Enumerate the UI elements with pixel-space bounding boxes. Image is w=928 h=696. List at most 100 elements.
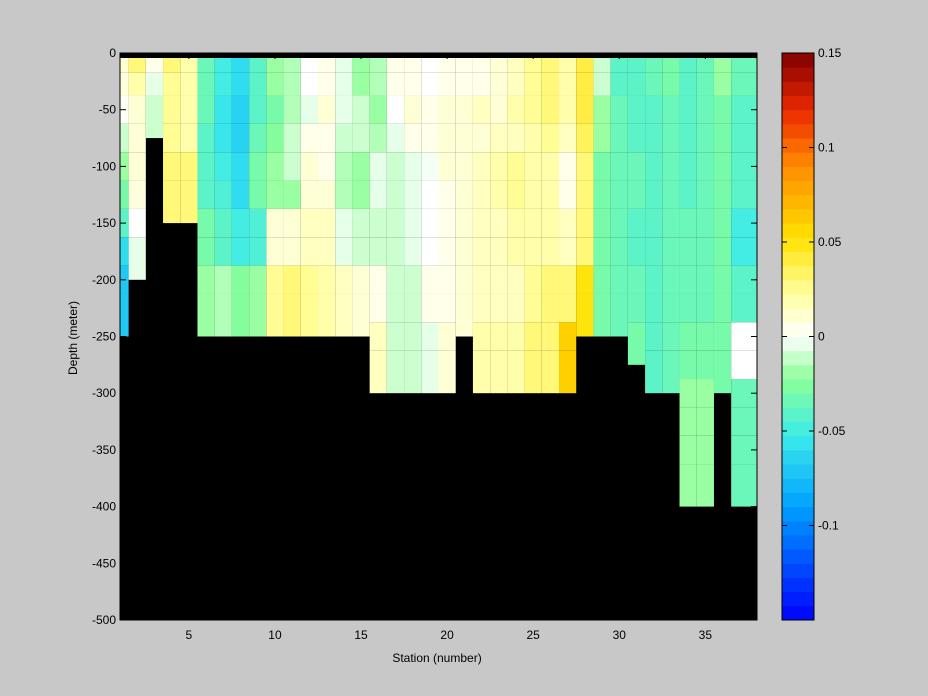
colorbar-swatch [782,251,814,266]
heatmap-cell [266,181,283,209]
colorbar-swatch [782,606,814,621]
heatmap-cell [129,73,146,96]
heatmap-cell [370,152,387,180]
heatmap-cell [404,124,421,152]
heatmap-cell [370,351,387,394]
heatmap-cell [542,351,559,394]
heatmap-cell [662,237,679,265]
heatmap-cell [680,96,697,124]
heatmap-cell [680,294,697,322]
heatmap-cell [611,237,628,265]
heatmap-cell [370,73,387,96]
heatmap-cell [197,266,214,294]
heatmap-cell [611,181,628,209]
heatmap-cell [559,322,576,350]
heatmap-cell [628,266,645,294]
heatmap-cell [559,237,576,265]
heatmap-cell [697,96,714,124]
heatmap-cell [662,351,679,394]
colorbar-swatch [782,209,814,224]
colorbar-swatch [782,308,814,323]
heatmap-cell [697,322,714,350]
heatmap-cell [680,124,697,152]
colorbar-swatch [782,450,814,465]
heatmap-cell [628,294,645,322]
heatmap-cell [129,209,146,237]
heatmap-cell [120,237,129,265]
y-tick-label: -200 [92,273,116,287]
heatmap-cell [284,124,301,152]
heatmap-cell [714,294,731,322]
heatmap-cell [542,266,559,294]
heatmap-cell [507,209,524,237]
heatmap-cell [387,181,404,209]
heatmap-cell [421,152,438,180]
heatmap-cell [714,351,731,394]
heatmap-cell [490,322,507,350]
heatmap-cell [576,73,593,96]
colorbar-swatch [782,138,814,153]
heatmap-cell [215,266,232,294]
heatmap-cell [593,96,610,124]
heatmap-cell [335,181,352,209]
heatmap-cell [542,152,559,180]
heatmap-cell [352,96,369,124]
heatmap-cell [439,351,456,394]
heatmap-cell [232,294,249,337]
heatmap-cell [559,96,576,124]
x-tick-label: 35 [699,628,713,642]
heatmap-cell [301,181,318,209]
heatmap-cell [473,209,490,237]
y-tick-label: -450 [92,556,116,570]
heatmap-cell [197,152,214,180]
heatmap-cell [318,266,335,294]
colorbar-swatch [782,166,814,181]
heatmap-cell [714,96,731,124]
heatmap-cell [662,73,679,96]
heatmap-cell [129,152,146,180]
heatmap-cell [180,96,197,124]
heatmap-cell [576,237,593,265]
heatmap-cell [318,237,335,265]
heatmap-cell [611,294,628,337]
heatmap-cell [370,181,387,209]
heatmap-cell [404,294,421,322]
heatmap-cell [628,96,645,124]
colorbar-swatch [782,294,814,309]
heatmap-cell [490,96,507,124]
heatmap-cell [576,124,593,152]
x-tick-label: 15 [354,628,368,642]
heatmap-cell [421,294,438,322]
heatmap-cell [507,96,524,124]
colorbar-swatch [782,237,814,252]
heatmap-cell [645,124,662,152]
heatmap-cell [249,294,266,337]
heatmap-cell [593,266,610,294]
heatmap-cell [611,152,628,180]
heatmap-cell [490,209,507,237]
heatmap-cell [335,124,352,152]
heatmap-cell [697,152,714,180]
colorbar-swatch [782,280,814,295]
heatmap-cell [318,209,335,237]
heatmap-cell [284,294,301,337]
heatmap-cell [680,209,697,237]
heatmap-cell [129,96,146,124]
heatmap-cell [731,181,757,209]
colorbar-swatch [782,195,814,210]
heatmap-cell [662,266,679,294]
heatmap-cell [628,322,645,365]
heatmap-cell [387,294,404,322]
heatmap-cell [404,181,421,209]
y-tick-label: -500 [92,613,116,627]
heatmap-cell [266,124,283,152]
heatmap-cell [249,209,266,237]
heatmap-cell [611,124,628,152]
colorbar-tick-label: 0 [818,330,825,344]
heatmap-cell [456,96,473,124]
heatmap-cell [197,294,214,337]
heatmap-cell [473,152,490,180]
colorbar-swatch [782,464,814,479]
heatmap-cell [593,237,610,265]
heatmap-cell [197,96,214,124]
